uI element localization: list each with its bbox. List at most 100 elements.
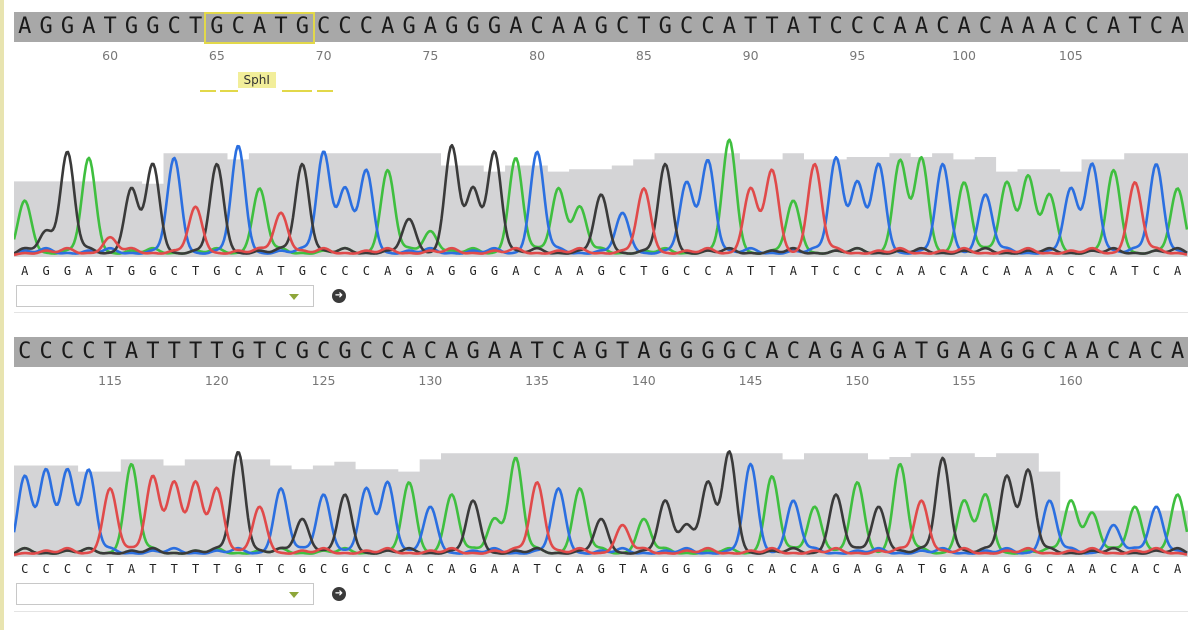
base-call: A bbox=[85, 264, 93, 278]
base-call: T bbox=[191, 264, 200, 278]
annotation-dropdown[interactable] bbox=[16, 285, 314, 307]
sequence-base: G bbox=[146, 14, 160, 39]
sequence-base: A bbox=[551, 14, 566, 39]
sequence-base: C bbox=[18, 339, 32, 364]
enzyme-line bbox=[219, 90, 234, 92]
sequence-base: C bbox=[39, 339, 53, 364]
base-call: T bbox=[170, 562, 178, 576]
sequence-base: T bbox=[210, 339, 224, 364]
trace-line-T bbox=[14, 474, 1188, 557]
base-call: G bbox=[939, 562, 947, 576]
panel-divider bbox=[14, 611, 1188, 612]
sequence-base: G bbox=[124, 14, 139, 39]
sequence-base: C bbox=[317, 339, 331, 364]
base-call: C bbox=[1152, 264, 1160, 278]
base-call: A bbox=[512, 562, 520, 576]
restriction-site-box[interactable] bbox=[204, 12, 315, 44]
sequence-base: G bbox=[722, 339, 736, 364]
base-call: T bbox=[768, 264, 776, 278]
position-label: 150 bbox=[845, 373, 870, 388]
base-call: T bbox=[640, 264, 648, 278]
base-call: T bbox=[191, 562, 200, 576]
sequence-base: A bbox=[445, 339, 459, 364]
sequence-base: T bbox=[914, 339, 929, 364]
trace-line-T bbox=[14, 162, 1188, 257]
sequence-base: G bbox=[701, 339, 715, 364]
base-call: A bbox=[1045, 264, 1054, 278]
sequence-base: C bbox=[1064, 14, 1078, 39]
sequence-base: A bbox=[808, 339, 822, 364]
sequence-base: T bbox=[615, 339, 630, 364]
chevron-down-icon[interactable] bbox=[289, 294, 299, 300]
base-call: G bbox=[1003, 562, 1011, 576]
sequence-base: C bbox=[872, 14, 886, 39]
base-call: T bbox=[747, 264, 755, 278]
base-call: G bbox=[1024, 562, 1032, 576]
sequence-base: G bbox=[872, 339, 886, 364]
sequence-base: C bbox=[231, 14, 245, 39]
sequence-base: G bbox=[487, 14, 502, 39]
sequence-base: T bbox=[188, 339, 203, 364]
sequence-base: A bbox=[957, 14, 971, 39]
trace-line-A bbox=[14, 138, 1188, 255]
sequence-base: A bbox=[1000, 14, 1014, 39]
sequence-base: A bbox=[1171, 14, 1185, 39]
position-label: 85 bbox=[635, 48, 652, 63]
chevron-down-icon[interactable] bbox=[289, 592, 299, 598]
sequence-base: G bbox=[1000, 339, 1014, 364]
trace-chart bbox=[14, 138, 1188, 257]
base-call: G bbox=[42, 264, 50, 278]
sequence-base: C bbox=[615, 14, 630, 39]
sequence-base: G bbox=[231, 339, 245, 364]
sequence-base: C bbox=[359, 14, 373, 39]
base-call: C bbox=[320, 264, 328, 278]
enzyme-label[interactable]: SphI bbox=[237, 72, 276, 88]
go-arrow-icon[interactable]: ➜ bbox=[332, 289, 346, 303]
base-call: C bbox=[362, 562, 370, 576]
sequence-base: G bbox=[594, 339, 608, 364]
base-call: G bbox=[149, 264, 157, 278]
base-call: A bbox=[1131, 562, 1139, 576]
sequence-base: C bbox=[423, 339, 438, 364]
base-call: A bbox=[811, 562, 819, 576]
sequence-base: A bbox=[124, 339, 139, 364]
base-call: T bbox=[533, 562, 541, 576]
base-call: T bbox=[1131, 264, 1139, 278]
base-call: T bbox=[213, 562, 221, 576]
position-label: 115 bbox=[98, 373, 123, 388]
sequence-base: C bbox=[530, 14, 544, 39]
sequence-base: T bbox=[146, 339, 160, 364]
sequence-base: C bbox=[680, 14, 694, 39]
sequence-base: T bbox=[103, 14, 117, 39]
sequence-base: C bbox=[274, 339, 288, 364]
sequence-base: G bbox=[295, 339, 309, 364]
base-call: G bbox=[63, 264, 72, 278]
sequence-base: C bbox=[786, 339, 800, 364]
go-arrow-icon[interactable]: ➜ bbox=[332, 587, 346, 601]
base-call: G bbox=[234, 562, 242, 576]
sequence-base: A bbox=[957, 339, 971, 364]
annotation-dropdown[interactable] bbox=[16, 583, 314, 605]
sequence-base: T bbox=[188, 14, 203, 39]
sequence-base: C bbox=[167, 14, 181, 39]
base-call: C bbox=[384, 562, 392, 576]
base-call: A bbox=[576, 562, 584, 576]
base-call: C bbox=[1088, 264, 1096, 278]
base-call: G bbox=[661, 562, 669, 576]
position-label: 160 bbox=[1058, 373, 1083, 388]
enzyme-line bbox=[200, 90, 217, 92]
base-call: G bbox=[405, 264, 413, 278]
base-call: A bbox=[853, 562, 862, 576]
base-call: C bbox=[320, 562, 328, 576]
sequence-base: T bbox=[530, 339, 544, 364]
sequence-base: A bbox=[1107, 14, 1121, 39]
sequence-base: G bbox=[829, 339, 843, 364]
sequence-base: C bbox=[850, 14, 865, 39]
base-call: C bbox=[1152, 562, 1160, 576]
position-label: 105 bbox=[1058, 48, 1083, 63]
sequence-base: C bbox=[338, 14, 352, 39]
sequence-base: C bbox=[551, 339, 566, 364]
base-call: A bbox=[640, 562, 648, 576]
